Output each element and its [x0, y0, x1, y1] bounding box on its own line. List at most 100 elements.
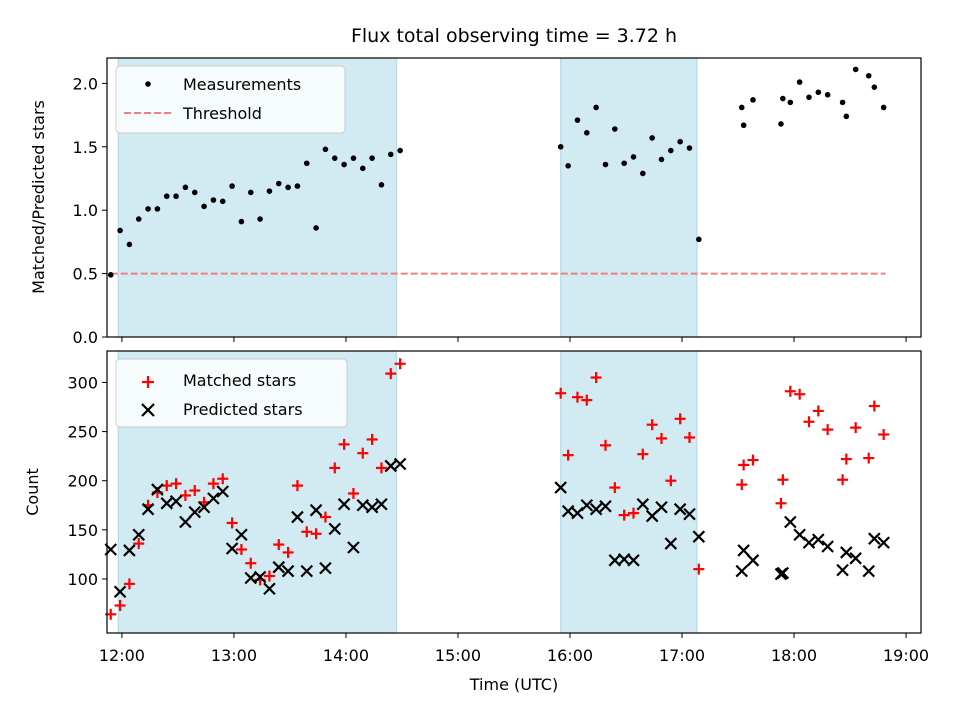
- predicted-star-point: [225, 542, 239, 555]
- predicted-star-point: [253, 570, 267, 584]
- predicted-star-point: [655, 500, 668, 514]
- predicted-star-point: [337, 498, 351, 511]
- matched-star-point: [291, 480, 303, 492]
- measurement-point: [621, 160, 627, 167]
- matched-star-point: [226, 517, 238, 529]
- predicted-star-point: [746, 554, 760, 567]
- matched-star-point: [319, 511, 331, 523]
- x-tick-label: 13:00: [211, 646, 257, 665]
- y-tick-label: 100: [67, 570, 98, 589]
- matched-star-point: [301, 526, 313, 538]
- measurement-point: [163, 193, 170, 200]
- matched-star-point: [385, 368, 397, 380]
- measurement-point: [247, 189, 254, 196]
- matched-star-point: [665, 475, 677, 487]
- shaded-interval-1: [560, 57, 698, 338]
- predicted-star-point: [235, 528, 248, 542]
- measurement-point: [696, 236, 702, 243]
- measurement-point: [341, 161, 347, 168]
- predicted-star-point: [328, 522, 342, 536]
- predicted-star-point: [132, 528, 146, 542]
- measurement-point: [740, 122, 747, 129]
- predicted-star-point: [188, 505, 202, 519]
- matched-star-point: [263, 570, 275, 582]
- top-legend: Measurements Threshold: [115, 65, 346, 134]
- top-legend-box: [115, 65, 346, 134]
- x-tick-label: 17:00: [659, 646, 705, 665]
- predicted-star-point: [207, 492, 220, 505]
- predicted-star-point: [291, 510, 304, 524]
- measurement-point: [359, 165, 366, 172]
- predicted-star-point: [347, 541, 360, 554]
- matched-star-point: [850, 422, 862, 434]
- measurement-point: [191, 189, 198, 196]
- predicted-star-point: [862, 564, 876, 578]
- measurement-point: [750, 97, 756, 103]
- measurement-point: [397, 147, 403, 154]
- x-tick-label: 16:00: [547, 646, 593, 665]
- predicted-star-point: [272, 560, 286, 574]
- predicted-star-point: [384, 459, 398, 473]
- shaded-interval-1: [560, 350, 698, 634]
- matched-star-point: [357, 447, 369, 459]
- measurement-point: [229, 183, 235, 189]
- measurement-point: [387, 151, 394, 158]
- measurement-point: [738, 104, 745, 111]
- predicted-star-point: [673, 502, 687, 516]
- bottom-y-axis-label: Count: [23, 468, 42, 516]
- measurement-point: [350, 155, 357, 161]
- predicted-star-point: [627, 554, 640, 567]
- bottom-y-ticks: 100 150 200 250 300: [67, 373, 107, 589]
- matched-star-point: [562, 449, 574, 461]
- measurement-point: [201, 203, 207, 210]
- bottom-plot-frame: [106, 350, 922, 634]
- measurement-point: [677, 138, 683, 145]
- predicted-star-point: [263, 582, 276, 596]
- y-tick-label: 1.5: [73, 138, 98, 157]
- matched-star-point: [114, 599, 126, 611]
- y-tick-label: 150: [67, 521, 98, 540]
- matched-star-point: [375, 462, 387, 474]
- matched-star-point: [646, 419, 658, 431]
- matched-star-point: [581, 394, 593, 406]
- x-tick-label: 12:00: [99, 646, 145, 665]
- predicted-star-point: [692, 530, 706, 543]
- measurement-point: [154, 206, 161, 212]
- legend-predicted-label: Predicted stars: [183, 400, 303, 419]
- measurement-point: [107, 272, 114, 278]
- predicted-star-point: [776, 566, 790, 580]
- predicted-star-point: [160, 497, 174, 510]
- predicted-star-point: [169, 495, 183, 508]
- measurement-point: [285, 184, 291, 191]
- matched-star-point: [282, 546, 294, 558]
- x-axis-label: Time (UTC): [469, 675, 558, 694]
- measurements-series: [107, 66, 887, 278]
- predicted-star-point: [589, 502, 603, 516]
- y-tick-label: 300: [67, 373, 98, 392]
- predicted-star-point: [664, 537, 678, 550]
- matched-star-point: [599, 439, 611, 451]
- predicted-stars-series: [104, 457, 890, 599]
- predicted-star-point: [877, 536, 890, 549]
- measurement-point: [135, 216, 142, 222]
- matched-star-point: [878, 429, 890, 441]
- measurement-point: [824, 91, 831, 98]
- chart-title: Flux total observing time = 3.72 h: [351, 25, 677, 47]
- measurement-point: [686, 145, 693, 151]
- y-tick-label: 250: [67, 423, 98, 442]
- x-tick-label: 14:00: [323, 646, 369, 665]
- matched-star-point: [366, 433, 378, 445]
- matched-star-point: [207, 478, 219, 490]
- measurement-point: [778, 121, 784, 127]
- legend-matched-marker: [142, 376, 154, 388]
- legend-measurements-label: Measurements: [183, 75, 301, 94]
- measurement-point: [658, 156, 665, 163]
- matched-star-point: [868, 400, 880, 412]
- measurement-point: [275, 180, 282, 187]
- matched-star-point: [837, 474, 849, 486]
- predicted-star-point: [868, 532, 881, 545]
- measurement-point: [219, 198, 226, 205]
- predicted-star-point: [683, 507, 696, 521]
- measurement-point: [649, 135, 655, 141]
- bottom-legend-box: [115, 358, 348, 428]
